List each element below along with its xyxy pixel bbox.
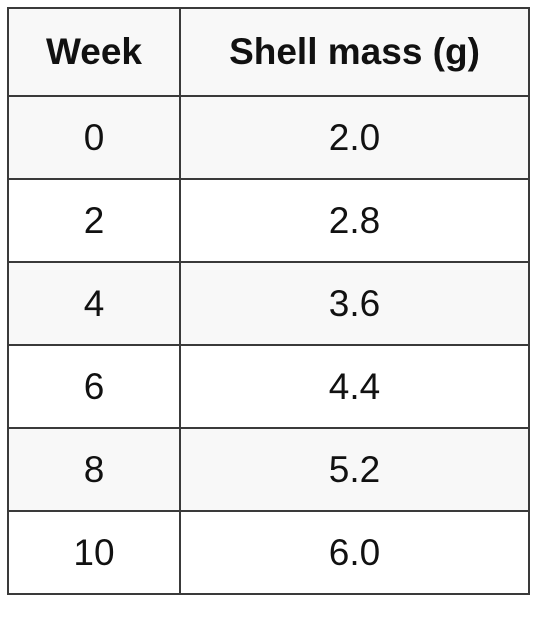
column-header-week: Week (7, 7, 181, 97)
cell-shell-mass: 6.0 (179, 510, 530, 595)
cell-week: 10 (7, 510, 181, 595)
header-row: Week Shell mass (g) (7, 7, 530, 97)
table-row: 10 6.0 (7, 510, 530, 595)
column-header-shell-mass: Shell mass (g) (179, 7, 530, 97)
cell-shell-mass: 2.8 (179, 178, 530, 263)
cell-week: 2 (7, 178, 181, 263)
cell-shell-mass: 5.2 (179, 427, 530, 512)
table-row: 8 5.2 (7, 427, 530, 512)
table-row: 2 2.8 (7, 178, 530, 263)
table-row: 4 3.6 (7, 261, 530, 346)
data-table: Week Shell mass (g) 0 2.0 2 2.8 4 3.6 6 … (7, 7, 530, 595)
cell-shell-mass: 4.4 (179, 344, 530, 429)
cell-week: 4 (7, 261, 181, 346)
cell-week: 6 (7, 344, 181, 429)
cell-shell-mass: 3.6 (179, 261, 530, 346)
table-row: 6 4.4 (7, 344, 530, 429)
cell-week: 0 (7, 95, 181, 180)
cell-week: 8 (7, 427, 181, 512)
table-row: 0 2.0 (7, 95, 530, 180)
cell-shell-mass: 2.0 (179, 95, 530, 180)
